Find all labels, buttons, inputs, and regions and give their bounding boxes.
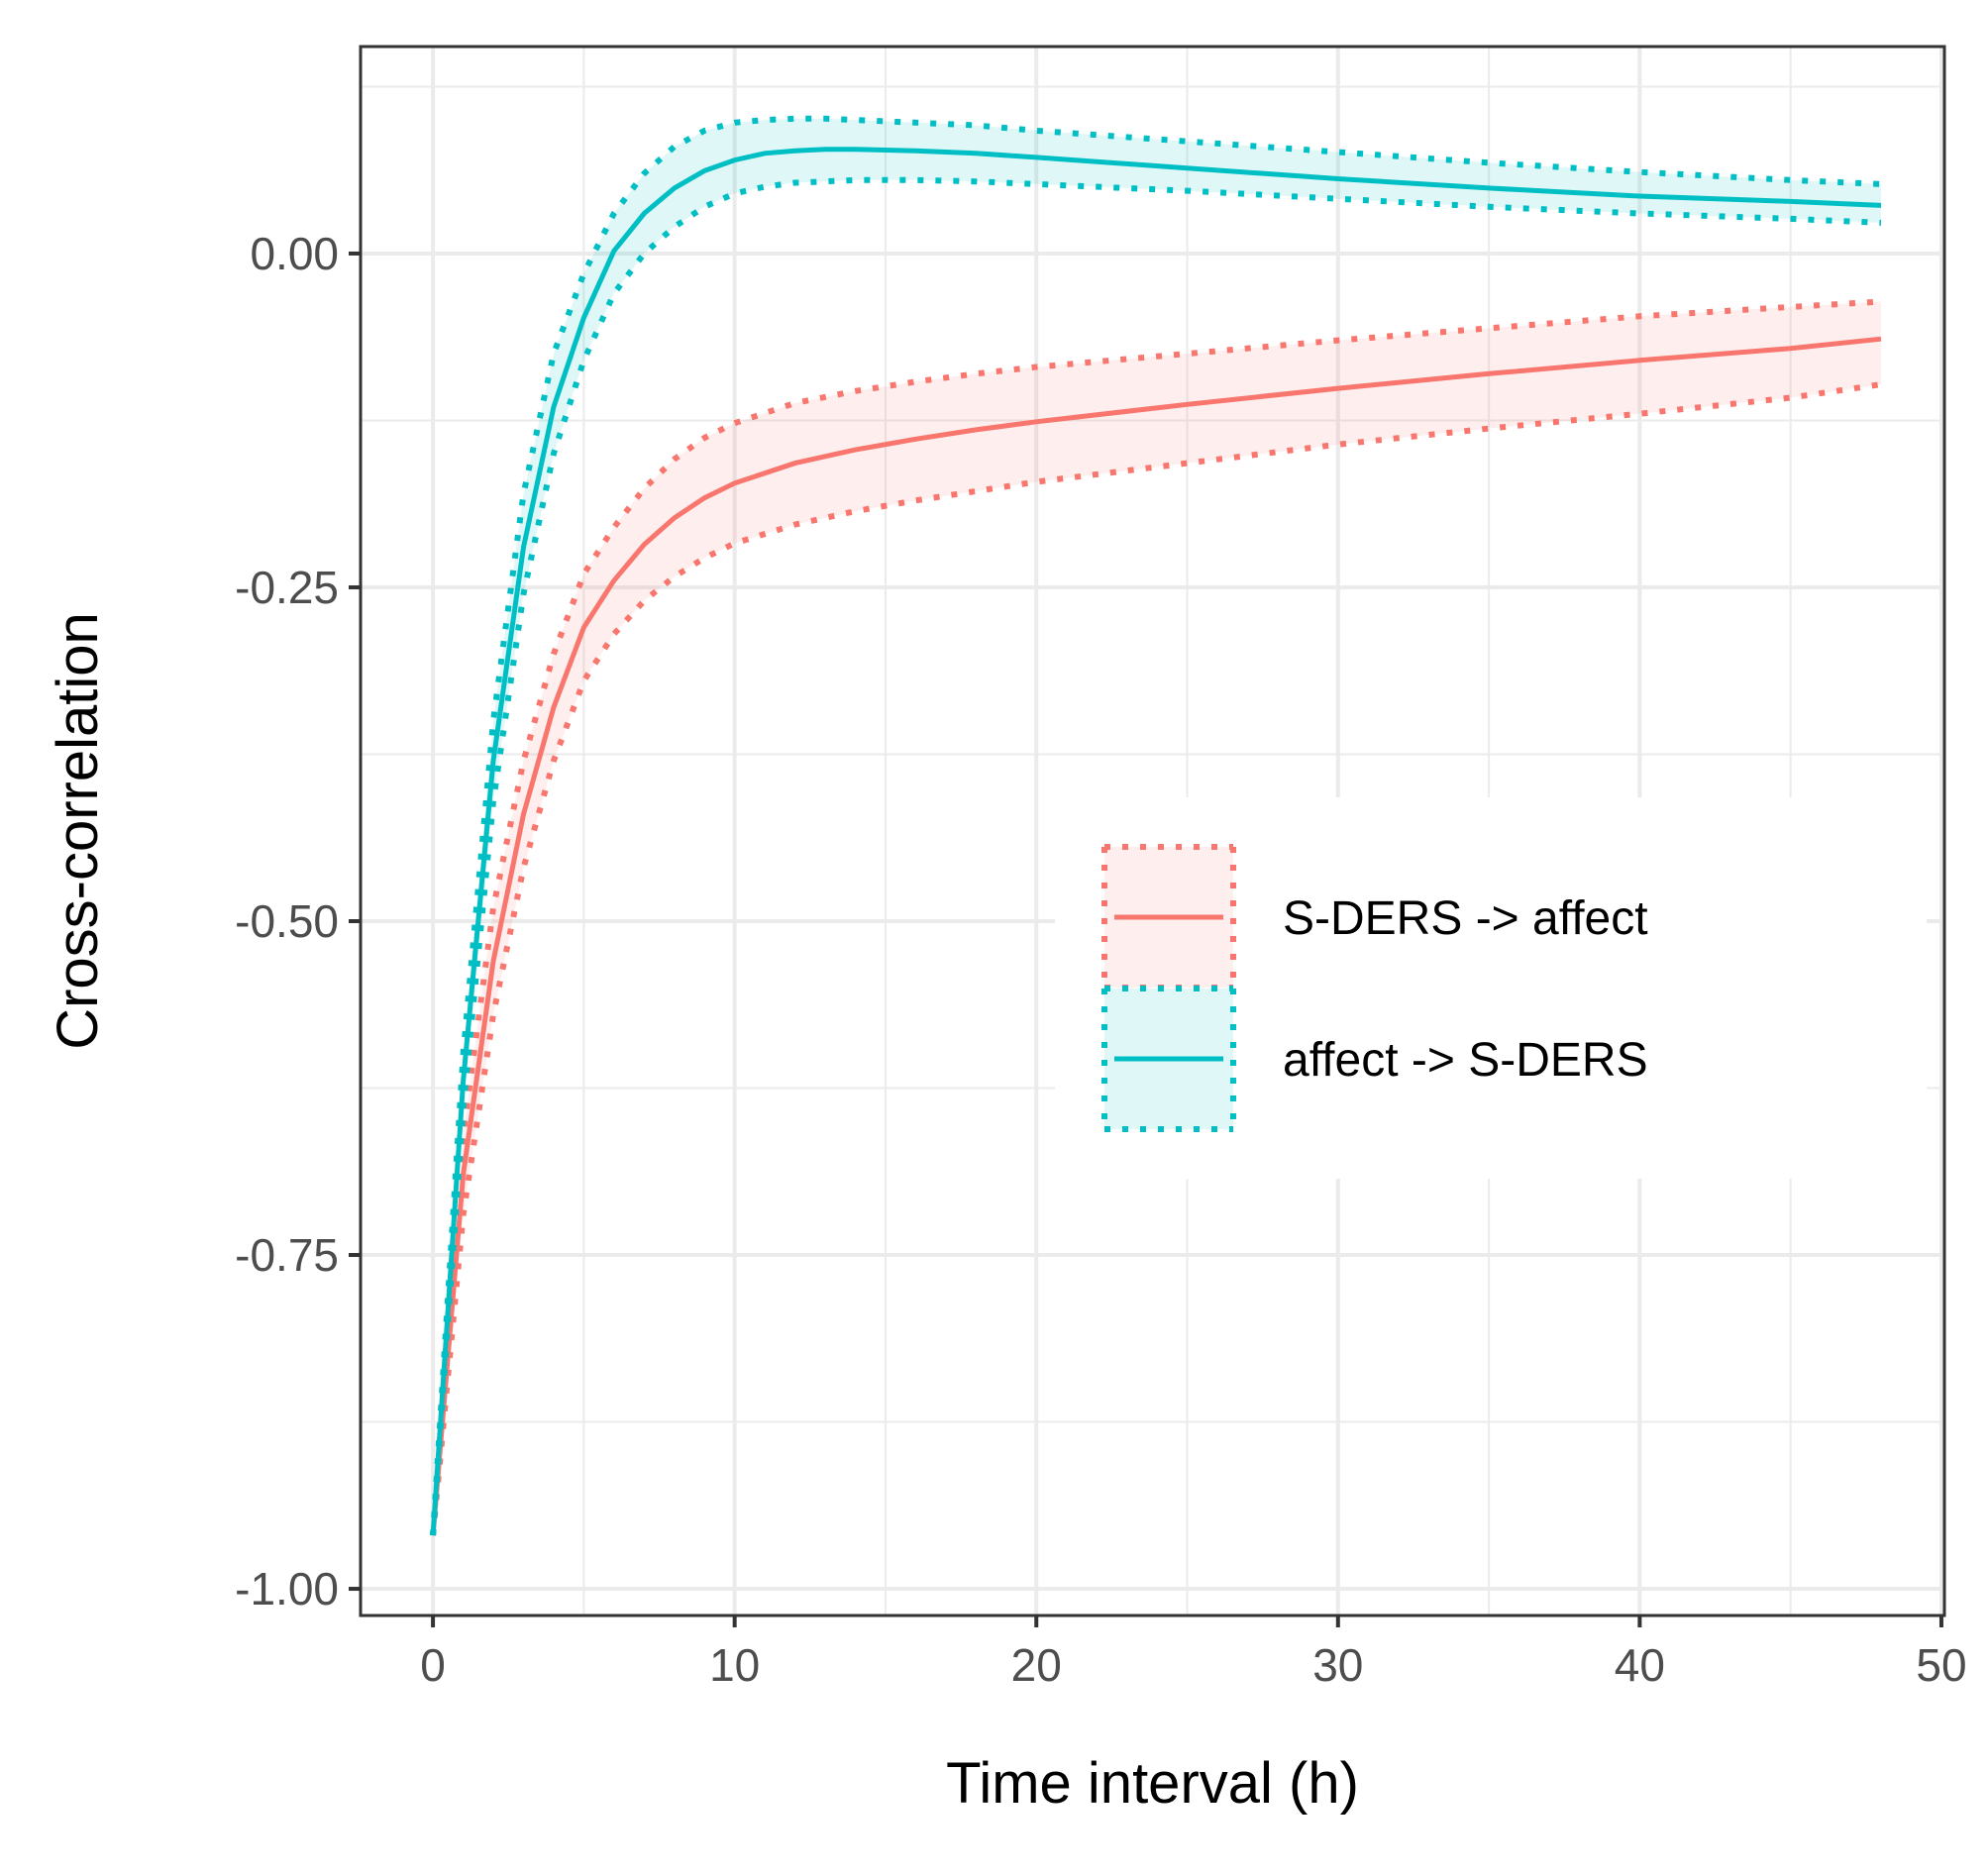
x-tick-label: 0 — [420, 1639, 446, 1691]
series-line-0 — [430, 336, 1882, 1536]
x-axis-title: Time interval (h) — [946, 1751, 1359, 1816]
y-tick-label: 0.00 — [250, 228, 339, 279]
lower-bound-line-0 — [430, 381, 1882, 1536]
y-axis-title: Cross-correlation — [46, 612, 110, 1050]
x-tick-label: 50 — [1916, 1639, 1966, 1691]
series-lines — [430, 115, 1882, 1536]
x-tick-label: 20 — [1011, 1639, 1062, 1691]
x-tick-label: 30 — [1312, 1639, 1363, 1691]
x-tick-label: 40 — [1615, 1639, 1665, 1691]
y-tick-label: -1.00 — [235, 1563, 339, 1615]
y-tick-label: -0.50 — [235, 895, 339, 947]
y-tick-label: -0.75 — [235, 1229, 339, 1281]
y-tick-label: -0.25 — [235, 562, 339, 613]
x-tick-label: 10 — [709, 1639, 760, 1691]
panel-border — [359, 45, 1946, 1617]
legend: S-DERS -> affect affect -> S-DERS — [1055, 797, 1927, 1179]
legend-background — [1055, 797, 1927, 1179]
axes: 0 10 20 30 40 50 0.00 -0.25 -0.50 -0.75 -1.00 — [235, 228, 1966, 1691]
series-line-1 — [430, 147, 1882, 1536]
legend-label-1: affect -> S-DERS — [1283, 1034, 1648, 1087]
lower-bound-line-1 — [430, 176, 1882, 1536]
legend-label-0: S-DERS -> affect — [1283, 892, 1648, 945]
